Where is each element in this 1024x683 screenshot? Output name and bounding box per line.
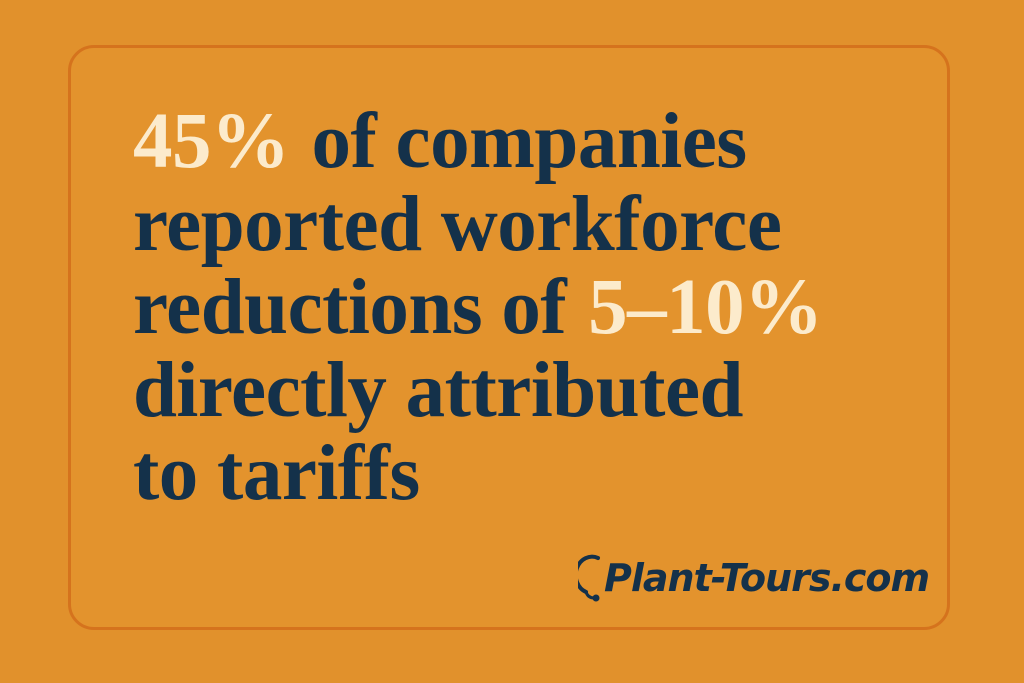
statement: 45% of companies reported workforce reduc…	[133, 100, 823, 515]
statement-text: directly attributed	[133, 347, 743, 434]
headset-icon	[578, 554, 600, 602]
card	[68, 45, 950, 630]
statement-text: reported workforce	[133, 181, 782, 268]
statement-line: to tariffs	[133, 432, 823, 515]
brand: Plant-Tours.com	[578, 552, 930, 604]
statement-line: 45% of companies	[133, 100, 823, 183]
highlight-figure: 5–10%	[588, 264, 823, 351]
statement-line: reported workforce	[133, 183, 823, 266]
statement-text: reductions of	[133, 264, 567, 351]
highlight-figure: 45%	[133, 98, 290, 185]
statement-line: reductions of 5–10%	[133, 266, 823, 349]
statement-line: directly attributed	[133, 349, 823, 432]
brand-name: Plant-Tours.com	[604, 556, 930, 600]
statement-text: of companies	[311, 98, 748, 185]
statement-text: to tariffs	[133, 430, 420, 517]
